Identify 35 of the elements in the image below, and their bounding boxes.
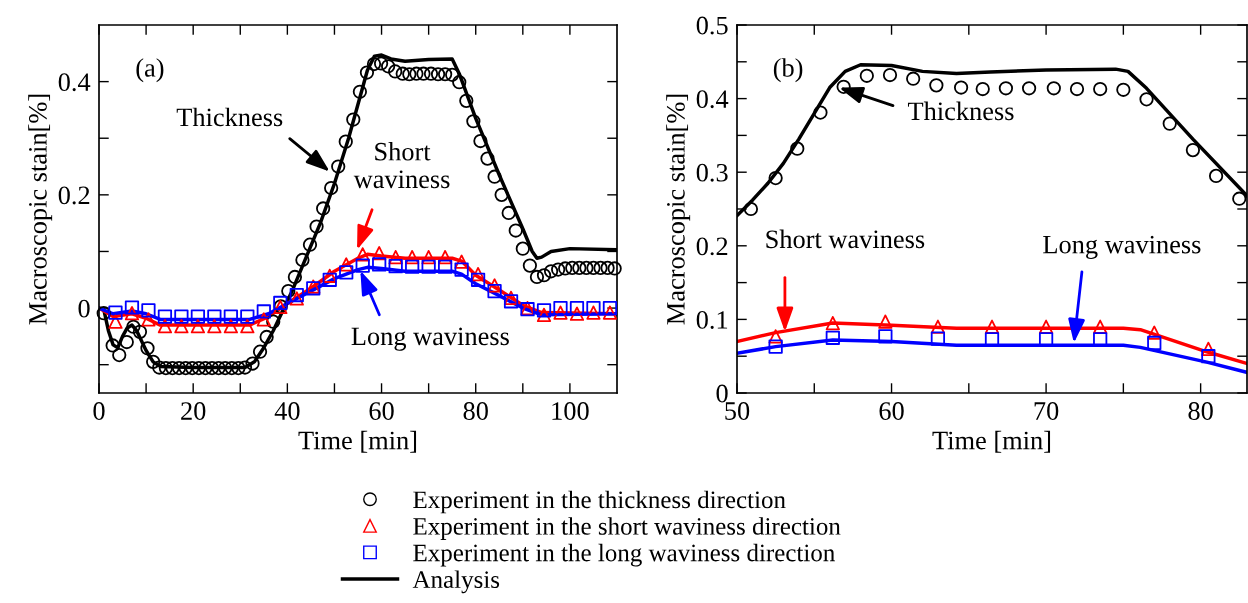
y-tick-label: 0.2 (696, 237, 728, 256)
annotation: Thickness (176, 107, 283, 127)
x-tick-label: 80 (1188, 402, 1213, 420)
x-tick-label: 40 (274, 402, 300, 420)
y-tick-label: 0.5 (696, 16, 728, 35)
y-tick-label: 0 (78, 299, 90, 318)
annotation: Long waviness (351, 327, 509, 351)
y-tick-label: 0.4 (696, 90, 729, 109)
x-tick-label: 0 (93, 402, 105, 420)
x-tick-label: 60 (369, 402, 394, 420)
x-axis-title: Time [min] (298, 430, 417, 453)
legend-label: Analysis (412, 570, 500, 594)
x-tick-label: 100 (552, 402, 589, 420)
legend-label: Experiment in the short waviness direction (413, 517, 841, 540)
x-tick-label: 50 (725, 402, 750, 420)
y-tick-label: 0.2 (58, 186, 90, 205)
x-tick-label: 70 (1034, 402, 1059, 420)
legend-label: Experiment in the thickness direction (413, 490, 786, 514)
x-tick-label: 80 (463, 402, 488, 420)
annotation: Short waviness (353, 142, 450, 189)
y-axis-title: Macroscopic stain[%] (28, 94, 53, 325)
y-tick-label: 0.3 (696, 163, 728, 182)
annotation: (b) (773, 58, 803, 83)
y-tick-label: 0 (716, 384, 728, 403)
x-axis-title: Time [min] (932, 430, 1051, 453)
annotation: Thickness (907, 101, 1014, 121)
annotation: Long waviness (1043, 235, 1201, 259)
y-tick-label: 0.4 (58, 73, 91, 92)
x-tick-label: 20 (181, 402, 206, 420)
annotation: Short waviness (766, 229, 925, 249)
legend-label: Experiment in the long waviness direction (413, 543, 835, 567)
x-tick-label: 60 (879, 402, 904, 420)
y-axis-title: Macroscopic stain[%] (666, 94, 691, 325)
annotation: (a) (136, 58, 164, 83)
y-tick-label: 0.1 (696, 311, 728, 329)
